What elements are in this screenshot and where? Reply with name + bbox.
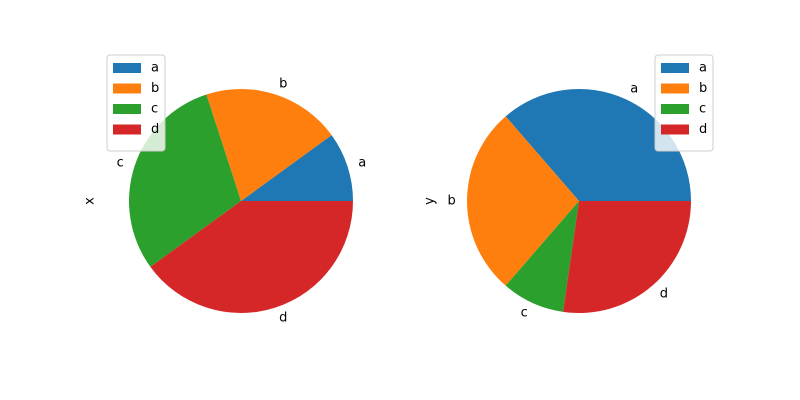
y-axis-label: y xyxy=(423,197,438,205)
legend-label-b: b xyxy=(699,81,707,96)
y-axis-label: x xyxy=(83,197,98,205)
pie-slice-a xyxy=(505,89,691,201)
legend-label-b: b xyxy=(151,81,159,96)
slice-label-a: a xyxy=(358,155,366,170)
pie-slice-d xyxy=(150,201,353,313)
pie-slice-d xyxy=(563,201,691,314)
legend-swatch-c xyxy=(113,104,141,114)
pie-slice-b xyxy=(206,88,332,201)
pie-slice-a xyxy=(241,135,353,201)
slice-label-a: a xyxy=(630,81,638,96)
slice-label-d: d xyxy=(279,311,287,326)
slice-label-b: b xyxy=(279,76,287,91)
slice-label-d: d xyxy=(660,287,668,302)
legend-swatch-d xyxy=(113,124,141,135)
legend-label-a: a xyxy=(151,61,159,76)
pie-slice-c xyxy=(505,201,579,312)
legend-swatch-a xyxy=(113,63,141,73)
legend-swatch-c xyxy=(661,104,689,114)
slice-label-c: c xyxy=(521,306,528,321)
legend-swatch-a xyxy=(661,63,689,73)
legend-label-c: c xyxy=(151,102,158,117)
legend-label-c: c xyxy=(699,102,706,117)
slice-label-c: c xyxy=(117,155,124,170)
slice-label-b: b xyxy=(448,194,456,209)
legend-label-d: d xyxy=(699,122,707,137)
pie-slice-b xyxy=(467,116,579,286)
legend-swatch-b xyxy=(661,83,689,94)
legend-swatch-d xyxy=(661,124,689,135)
legend-swatch-b xyxy=(113,83,141,94)
legend-label-d: d xyxy=(151,122,159,137)
legend-label-a: a xyxy=(699,61,707,76)
